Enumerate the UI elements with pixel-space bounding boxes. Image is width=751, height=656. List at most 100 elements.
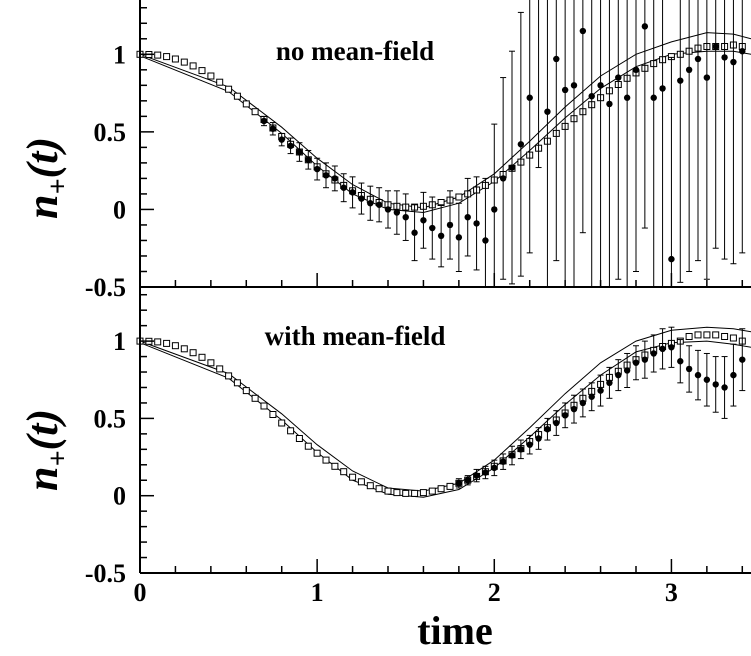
open-square-marker [225,372,233,380]
filled-point-marker [588,393,595,400]
filled-point-marker [499,175,507,182]
open-square-marker [729,334,737,342]
open-square-marker [366,482,374,490]
x-tick-label: 2 [488,578,501,607]
open-square-marker [198,67,206,75]
filled-point-marker [482,237,489,244]
filled-point-marker [455,480,463,487]
y-tick-label: 0.5 [94,404,127,433]
open-square-marker [154,51,162,59]
open-square-marker [278,419,286,427]
filled-point-marker [668,255,675,263]
filled-point-marker [402,213,409,221]
top-ylabel-sub: + [43,179,74,195]
bottom-band [139,326,751,498]
top-points [260,0,746,288]
open-square-marker [694,331,702,339]
filled-point-marker [367,200,374,207]
open-square-marker [242,387,250,395]
filled-point-marker [411,229,418,236]
filled-point-marker [446,221,454,229]
open-square-marker [207,359,215,367]
filled-point-marker [349,189,356,196]
filled-point-marker [526,94,533,101]
filled-point-marker [685,66,693,74]
open-square-marker [349,473,357,481]
y-tick-label: 0.5 [94,118,127,147]
open-square-marker [225,85,233,93]
filled-point-marker [553,419,560,427]
filled-point-marker [482,469,489,476]
y-tick-label: -0.5 [85,273,126,302]
open-square-marker [287,427,295,435]
open-square-marker [322,456,330,464]
x-tick-label: 0 [134,578,147,607]
filled-point-marker [730,58,737,66]
band-upper-line [139,326,751,492]
open-square-marker [207,72,215,80]
filled-point-marker [375,201,383,208]
open-square-marker [703,331,711,339]
y-tick-label: 1 [113,327,126,356]
y-tick-label: 1 [113,40,126,69]
open-square-marker [331,462,339,470]
open-square-marker [685,333,693,340]
y-tick-label: 0 [113,195,126,224]
open-square-marker [393,489,401,497]
filled-point-marker [570,405,578,413]
filled-point-marker [650,350,657,357]
y-tick-label: 0 [113,482,126,511]
top-ylabel-rest: (t) [18,137,67,179]
filled-point-marker [464,213,471,221]
open-square-marker [216,365,224,373]
filled-point-marker [632,359,640,366]
open-square-marker [269,411,277,418]
bottom-axes: -0.5 0 0.5 1 0 1 2 3 [85,287,751,607]
open-square-marker [242,100,250,108]
open-square-marker [375,485,383,493]
filled-point-marker [517,141,525,148]
open-square-marker [313,449,321,457]
filled-point-marker [455,234,463,241]
open-square-marker [455,193,463,201]
bottom-ylabel-base: n [18,467,67,491]
filled-point-marker [650,94,657,101]
filled-point-marker [694,55,702,63]
bottom-ylabel-sub: + [43,451,74,467]
x-tick-label: 3 [665,578,678,607]
band-lower-line [139,340,751,498]
bottom-ylabel-rest: (t) [18,409,67,451]
open-square-marker [180,345,188,353]
filled-point-marker [668,344,675,351]
filled-point-marker [269,125,277,132]
filled-point-marker [437,232,445,240]
filled-point-marker [606,379,613,387]
top-axes: -0.5 0 0.5 1 [85,0,751,302]
filled-point-marker [712,381,719,388]
filled-point-marker [508,452,516,459]
open-square-marker [384,487,392,495]
filled-point-marker [579,399,587,407]
open-square-marker [163,339,171,347]
filled-point-marker [615,371,622,379]
bottom-points [455,326,746,489]
filled-point-marker [508,164,516,171]
open-square-marker [402,489,410,497]
open-square-marker [233,379,241,387]
top-y-axis-title: n+(t) [18,137,74,219]
open-square-marker [233,92,241,100]
open-square-marker [189,62,197,70]
filled-point-marker [623,94,631,101]
filled-point-marker [730,371,737,379]
open-square-marker [295,435,303,442]
open-square-marker [260,402,268,410]
filled-point-marker [287,142,294,150]
filled-point-marker [393,209,401,216]
open-square-marker [357,478,365,486]
y-tick-label: -0.5 [85,559,126,588]
filled-point-marker [420,217,427,224]
filled-point-marker [703,376,711,383]
filled-point-marker [358,195,365,202]
filled-point-marker [305,156,312,163]
